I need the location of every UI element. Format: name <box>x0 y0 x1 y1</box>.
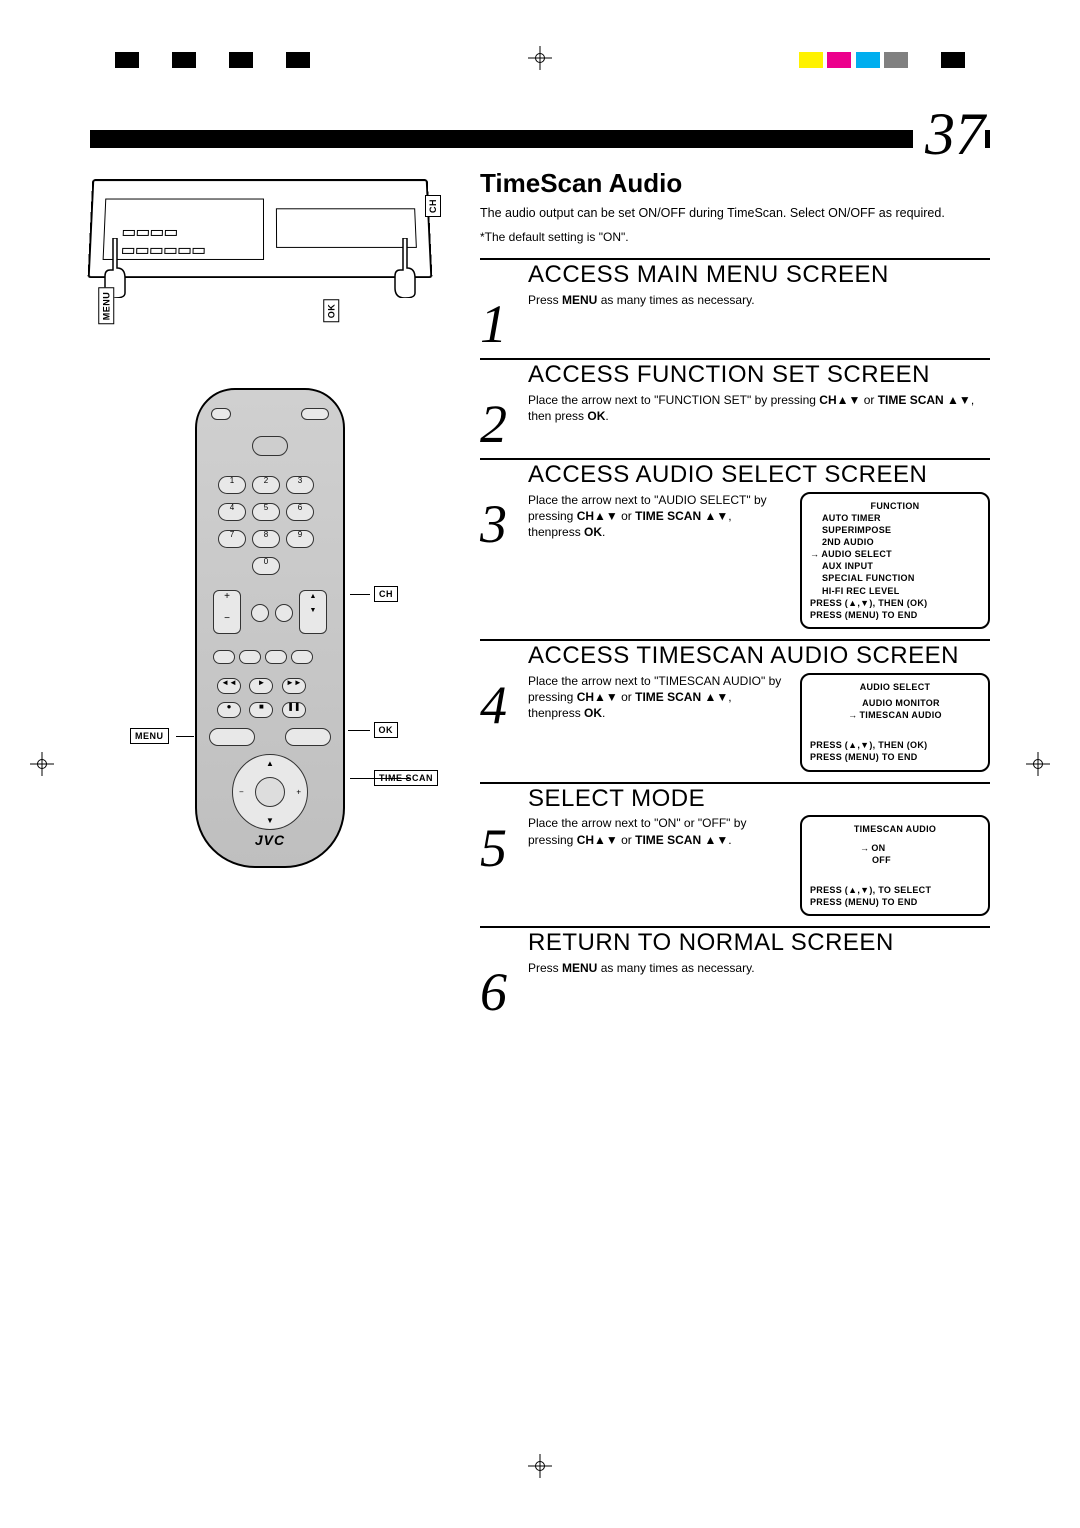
vcr-label-ch: CH <box>425 195 441 217</box>
hand-pointer-right-icon <box>385 238 425 298</box>
manual-page: 37 <box>0 0 1080 1528</box>
step-number: 3 <box>480 462 522 629</box>
step-heading: ACCESS FUNCTION SET SCREEN <box>528 362 990 388</box>
step-text: Press MENU as many times as necessary. <box>528 960 990 976</box>
vcr-label-menu: MENU <box>98 288 114 325</box>
remote-brand: JVC <box>197 832 343 848</box>
step-heading: ACCESS AUDIO SELECT SCREEN <box>528 462 990 488</box>
step-text: Place the arrow next to "AUDIO SELECT" b… <box>528 492 786 541</box>
osd-timescan-audio-menu: TIMESCAN AUDIO ON OFF PRESS (▲,▼), TO SE… <box>800 815 990 916</box>
main-content: CH MENU OK 123 456 789 0 +− ▲▼ <box>90 168 990 1016</box>
step-1: 1 ACCESS MAIN MENU SCREEN Press MENU as … <box>480 258 990 348</box>
step-4: 4 ACCESS TIMESCAN AUDIO SCREEN Place the… <box>480 639 990 772</box>
vcr-label-ok: OK <box>323 300 339 323</box>
registration-marks-top <box>0 52 1080 70</box>
step-heading: SELECT MODE <box>528 786 990 812</box>
instructions-column: TimeScan Audio The audio output can be s… <box>470 168 990 1016</box>
note-text: *The default setting is "ON". <box>480 230 990 244</box>
header-black-bar <box>90 130 990 148</box>
step-text: Place the arrow next to "ON" or "OFF" by… <box>528 815 786 847</box>
section-title: TimeScan Audio <box>480 168 990 199</box>
step-3: 3 ACCESS AUDIO SELECT SCREEN Place the a… <box>480 458 990 629</box>
step-heading: ACCESS TIMESCAN AUDIO SCREEN <box>528 643 990 669</box>
step-text: Press MENU as many times as necessary. <box>528 292 990 308</box>
osd-audio-select-menu: AUDIO SELECT AUDIO MONITOR TIMESCAN AUDI… <box>800 673 990 772</box>
step-number: 5 <box>480 786 522 917</box>
osd-function-menu: FUNCTION AUTO TIMER SUPERIMPOSE 2ND AUDI… <box>800 492 990 629</box>
step-number: 6 <box>480 930 522 1016</box>
step-2: 2 ACCESS FUNCTION SET SCREEN Place the a… <box>480 358 990 448</box>
remote-illustration: 123 456 789 0 +− ▲▼ ◄◄ ► ►► <box>160 388 380 868</box>
step-number: 1 <box>480 262 522 348</box>
step-heading: ACCESS MAIN MENU SCREEN <box>528 262 990 288</box>
step-text: Place the arrow next to "TIMESCAN AUDIO"… <box>528 673 786 722</box>
crosshair-left-icon <box>30 752 54 776</box>
step-number: 2 <box>480 362 522 448</box>
vcr-illustration: CH MENU OK <box>90 178 430 348</box>
crosshair-bottom-icon <box>528 1454 552 1478</box>
step-text: Place the arrow next to "FUNCTION SET" b… <box>528 392 990 424</box>
crosshair-right-icon <box>1026 752 1050 776</box>
step-6: 6 RETURN TO NORMAL SCREEN Press MENU as … <box>480 926 990 1016</box>
page-number: 37 <box>913 100 985 169</box>
remote-label-ch: CH <box>374 586 398 602</box>
reg-blocks-bw <box>115 52 310 70</box>
step-heading: RETURN TO NORMAL SCREEN <box>528 930 990 956</box>
intro-text: The audio output can be set ON/OFF durin… <box>480 205 990 222</box>
crosshair-top-icon <box>528 46 552 70</box>
remote-label-menu: MENU <box>130 728 169 744</box>
step-number: 4 <box>480 643 522 772</box>
step-5: 5 SELECT MODE Place the arrow next to "O… <box>480 782 990 917</box>
reg-blocks-color <box>799 52 965 70</box>
remote-label-ok: OK <box>374 722 399 738</box>
illustrations-column: CH MENU OK 123 456 789 0 +− ▲▼ <box>90 168 470 1016</box>
